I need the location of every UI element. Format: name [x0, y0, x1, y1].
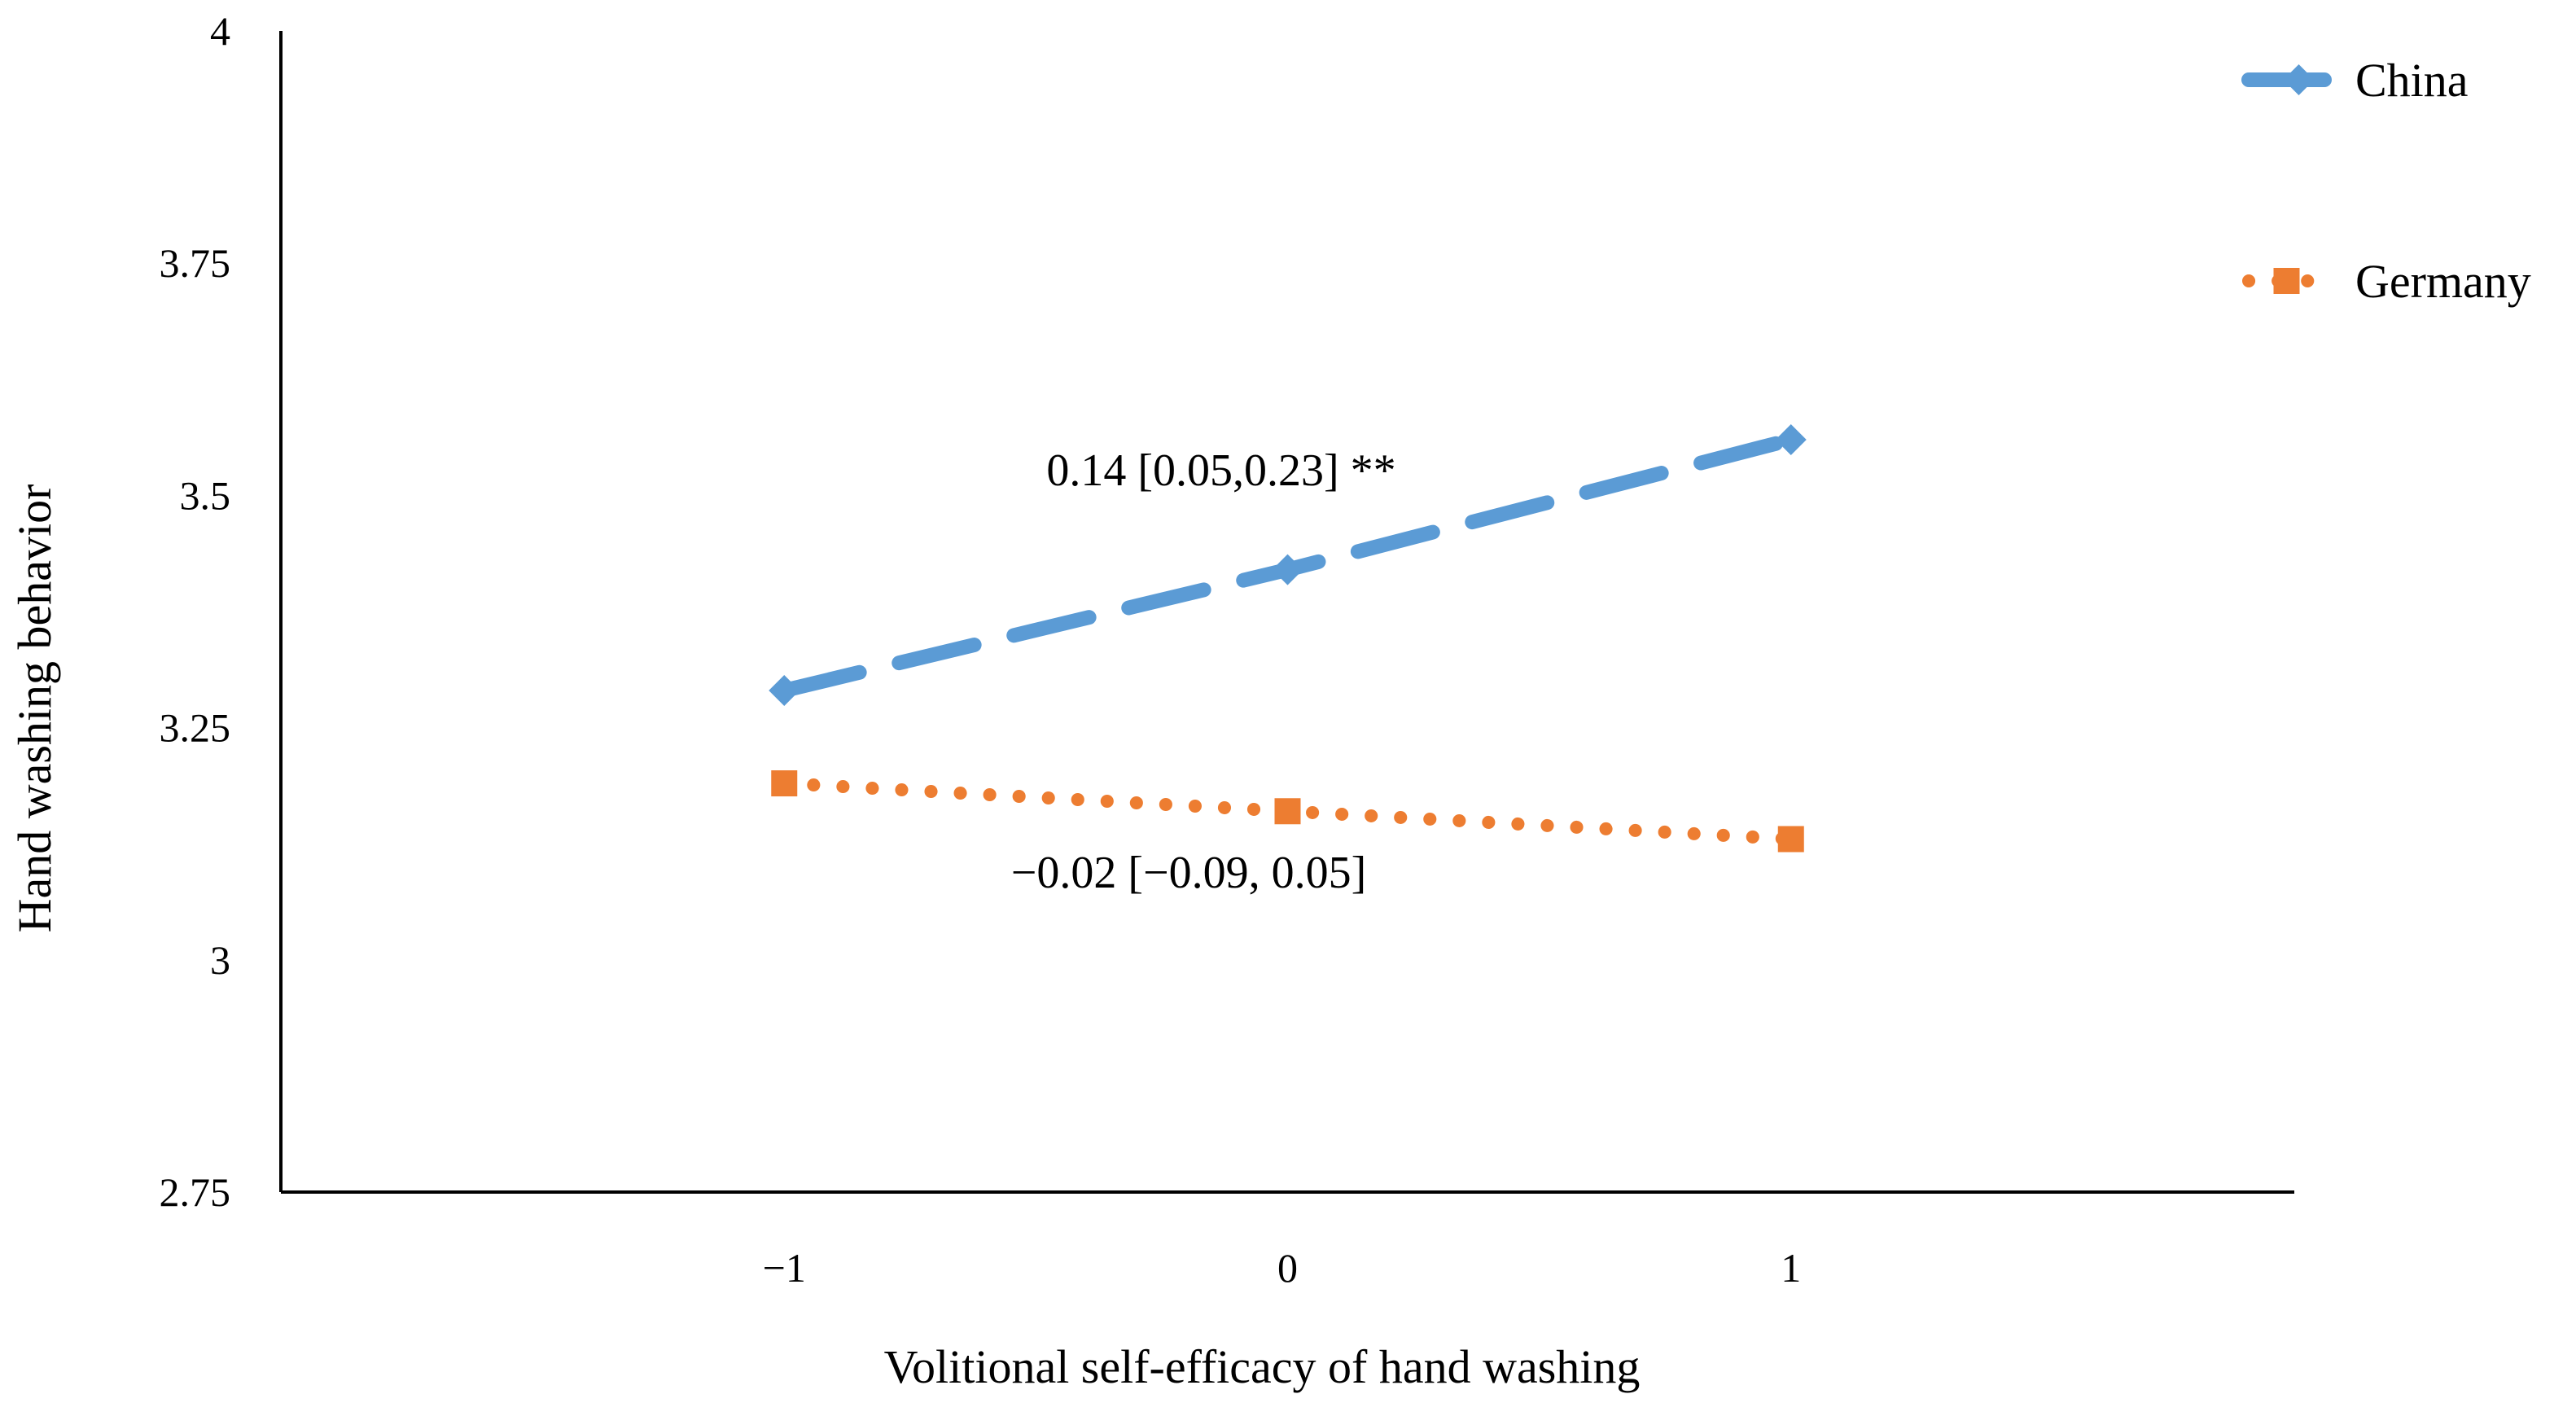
y-tick-label: 3.75: [160, 240, 231, 286]
y-tick-label: 3: [210, 937, 230, 983]
y-tick-label: 2.75: [160, 1169, 231, 1215]
y-tick-label: 4: [210, 8, 230, 54]
y-tick-label: 3.5: [180, 472, 231, 518]
germany-point: [771, 770, 798, 797]
x-axis-ticks: −1 0 1: [763, 1245, 1802, 1291]
china-point: [769, 674, 800, 706]
legend-label-germany: Germany: [2355, 255, 2531, 308]
china-slope-annotation: 0.14 [0.05,0.23] **: [1046, 445, 1395, 496]
germany-point: [1274, 798, 1301, 825]
legend-item-china: China: [2241, 54, 2469, 107]
legend-marker-china: [2283, 64, 2315, 95]
china-point: [1775, 423, 1807, 455]
germany-point: [1777, 826, 1804, 853]
germany-slope-annotation: −0.02 [−0.09, 0.05]: [1011, 848, 1366, 898]
x-tick-label: −1: [763, 1245, 806, 1291]
series-layer: [769, 423, 1807, 853]
y-axis-ticks: 2.75 3 3.25 3.5 3.75 4: [160, 8, 231, 1215]
legend-label-china: China: [2355, 54, 2469, 107]
china-series: [769, 423, 1807, 706]
x-tick-label: 1: [1781, 1245, 1801, 1291]
y-axis-title: Hand washing behavior: [8, 484, 61, 933]
y-tick-label: 3.25: [160, 705, 231, 751]
legend-marker-germany: [2273, 268, 2300, 294]
germany-series: [771, 770, 1804, 853]
legend-item-germany: Germany: [2242, 255, 2531, 308]
legend: China Germany: [2241, 54, 2531, 308]
china-point: [1272, 554, 1303, 585]
x-tick-label: 0: [1277, 1245, 1298, 1291]
x-axis-title: Volitional self-efficacy of hand washing: [884, 1340, 1641, 1393]
